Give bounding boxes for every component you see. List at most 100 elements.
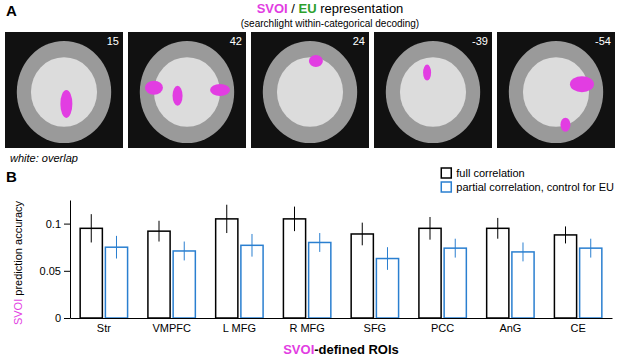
y-tick-mark [64, 224, 70, 225]
error-bar [294, 207, 295, 232]
x-tick-label: PCC [431, 322, 454, 334]
error-bar [590, 239, 591, 258]
x-tick-label: L MFG [223, 322, 256, 334]
slice-background [5, 32, 123, 148]
error-bar [319, 233, 320, 252]
title-part: SVOI [257, 1, 288, 16]
error-bar-line [319, 233, 320, 252]
error-bar [362, 223, 363, 246]
x-axis-title-part: -defined ROIs [314, 342, 399, 357]
x-tick-label: Str [97, 322, 111, 334]
bar [487, 228, 509, 318]
activation-blob [570, 76, 594, 92]
bar [309, 242, 331, 318]
y-tick: 0.05 [40, 265, 70, 277]
error-bar [455, 239, 456, 258]
x-tick: R MFG [289, 318, 324, 334]
x-tick: CE [570, 318, 585, 334]
error-bar-line [430, 217, 431, 240]
x-tick: AnG [499, 318, 521, 334]
y-tick-mark [64, 271, 70, 272]
bar-series [105, 233, 601, 318]
white-matter [154, 57, 220, 127]
panel-a-subtitle: (searchlight within-categorical decoding… [241, 18, 419, 29]
x-axis-title: SVOI-defined ROIs [283, 342, 399, 357]
bar [173, 251, 195, 318]
y-tick-label: 0.1 [46, 218, 61, 230]
error-bar-line [590, 239, 591, 258]
slice-background [497, 32, 615, 148]
legend-label: partial correlation, control for EU [456, 181, 614, 193]
x-axis: Str VMPFC L MFG R MFG SFG PCC AnG CE [71, 318, 613, 334]
brain-slice: 15 [5, 32, 123, 148]
panel-label: A [6, 2, 17, 19]
error-bar-line [522, 242, 523, 261]
error-bar [226, 205, 227, 233]
x-tick: SFG [364, 318, 387, 334]
white-matter [277, 57, 343, 127]
x-tick-label: VMPFC [152, 322, 191, 334]
slice-background [374, 32, 492, 148]
slice-number: -54 [595, 35, 611, 47]
x-tick: Str [97, 318, 111, 334]
error-bar [116, 236, 117, 259]
plot-area [80, 205, 602, 318]
white-matter [31, 57, 97, 127]
activation-blob [309, 55, 323, 67]
x-tick-label: R MFG [289, 322, 324, 334]
legend-label: full correlation [456, 167, 524, 179]
x-tick: VMPFC [152, 318, 191, 334]
error-bar [497, 218, 498, 239]
white-matter [523, 57, 589, 127]
y-tick-label: 0 [55, 312, 61, 324]
panel-a-title: SVOI / EU representation [257, 1, 404, 16]
error-bar-line [226, 205, 227, 233]
y-tick-mark [64, 318, 70, 319]
y-axis-title: SVOI prediction accuracy [12, 200, 24, 325]
bar [512, 252, 534, 318]
legend: full correlation partial correlation, con… [441, 167, 614, 193]
activation-blob [560, 118, 570, 132]
x-axis-title-part: SVOI [283, 342, 314, 357]
x-tick: PCC [431, 318, 454, 334]
slice-background [128, 32, 246, 148]
slice-number: 15 [107, 35, 119, 47]
brain-outline [17, 41, 111, 143]
brain-slice: 42 [128, 32, 246, 148]
slice-number: -39 [472, 35, 488, 47]
bar [580, 248, 602, 318]
white-matter [400, 57, 466, 127]
y-axis: 0 0.05 0.1 [40, 201, 71, 325]
activation-blob [60, 90, 72, 118]
title-part: representation [317, 1, 404, 16]
legend-swatch [441, 182, 451, 192]
y-axis-line [70, 201, 71, 319]
x-tick-label: SFG [364, 322, 387, 334]
x-tick-label: AnG [499, 322, 521, 334]
brain-slice: -39 [374, 32, 492, 148]
slice-number: 42 [230, 35, 242, 47]
y-tick: 0 [55, 312, 70, 324]
bar [419, 228, 441, 318]
legend-swatch [441, 168, 451, 178]
brain-outline [386, 41, 480, 143]
brain-slice: -54 [497, 32, 615, 148]
error-bar-line [91, 214, 92, 242]
x-tick: L MFG [223, 318, 256, 334]
y-tick: 0.1 [46, 218, 70, 230]
error-bar [184, 242, 185, 261]
error-bar-line [184, 242, 185, 261]
slice-background [251, 32, 369, 148]
error-bar [387, 247, 388, 270]
bar-series [80, 205, 576, 318]
figure: ABSVOI / EU representation(searchlight w… [0, 0, 620, 362]
error-bar-line [565, 226, 566, 243]
brain-outline [263, 41, 357, 143]
error-bar [251, 234, 252, 257]
error-bar-line [294, 207, 295, 232]
y-axis-title-part: prediction accuracy [12, 200, 24, 298]
bar [283, 219, 305, 318]
error-bar-line [116, 236, 117, 259]
x-axis-line [71, 318, 613, 319]
activation-blob [210, 84, 230, 96]
